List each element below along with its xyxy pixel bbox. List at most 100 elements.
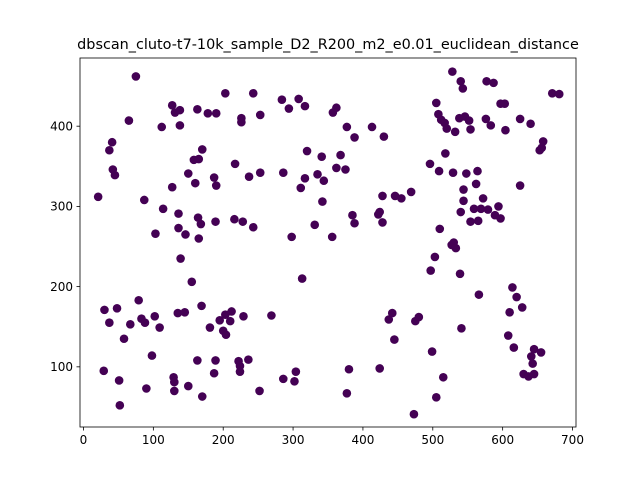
data-point bbox=[438, 372, 448, 382]
data-point bbox=[115, 401, 125, 410]
data-point bbox=[284, 104, 294, 113]
data-point bbox=[441, 149, 450, 158]
data-point bbox=[375, 207, 384, 217]
data-point bbox=[529, 369, 539, 379]
data-point bbox=[211, 217, 220, 226]
data-point bbox=[131, 72, 141, 81]
data-point bbox=[390, 335, 399, 344]
data-point bbox=[464, 116, 474, 125]
data-point bbox=[93, 192, 103, 202]
data-point bbox=[194, 154, 204, 164]
data-point bbox=[450, 127, 460, 137]
data-point bbox=[139, 195, 149, 205]
data-point bbox=[515, 181, 525, 190]
data-point bbox=[512, 292, 521, 302]
data-point bbox=[310, 220, 320, 230]
data-point bbox=[456, 76, 466, 86]
data-point bbox=[501, 125, 510, 135]
x-axis-ticks: 0 100 200 300 400 500 600 700 bbox=[80, 427, 584, 447]
data-point bbox=[348, 210, 357, 220]
data-point bbox=[147, 351, 157, 360]
data-point bbox=[248, 222, 258, 232]
data-point bbox=[300, 101, 310, 111]
data-point bbox=[313, 170, 322, 179]
data-point bbox=[350, 133, 359, 142]
data-point bbox=[431, 393, 441, 402]
data-point bbox=[287, 232, 296, 242]
data-point bbox=[406, 187, 416, 197]
data-point bbox=[430, 252, 440, 262]
data-point bbox=[526, 352, 536, 361]
x-tick-label: 300 bbox=[282, 433, 305, 447]
data-point bbox=[193, 105, 202, 114]
data-point bbox=[107, 137, 117, 147]
data-point bbox=[469, 204, 479, 214]
data-point bbox=[114, 376, 124, 385]
data-point bbox=[180, 307, 190, 317]
data-point bbox=[235, 367, 245, 376]
data-point bbox=[342, 122, 352, 132]
data-point bbox=[536, 348, 546, 357]
data-point bbox=[255, 168, 265, 178]
data-point bbox=[105, 318, 114, 328]
data-point bbox=[425, 159, 435, 169]
data-point bbox=[378, 218, 387, 227]
data-point bbox=[290, 376, 299, 386]
data-point bbox=[455, 269, 465, 279]
data-point bbox=[196, 219, 206, 229]
data-point bbox=[414, 312, 424, 322]
data-point bbox=[451, 243, 461, 253]
data-point bbox=[494, 202, 503, 211]
data-point bbox=[318, 197, 327, 206]
data-point bbox=[302, 146, 312, 156]
data-point bbox=[458, 84, 468, 93]
data-point bbox=[157, 122, 167, 132]
data-point bbox=[435, 224, 445, 234]
data-point bbox=[225, 316, 235, 326]
data-point bbox=[319, 176, 329, 186]
data-point bbox=[300, 174, 310, 183]
data-point bbox=[384, 315, 394, 324]
data-point bbox=[375, 364, 384, 373]
data-point bbox=[277, 95, 287, 105]
data-point bbox=[456, 207, 466, 217]
data-point bbox=[124, 116, 134, 125]
x-tick-label: 700 bbox=[561, 433, 584, 447]
data-point bbox=[181, 230, 190, 239]
data-point bbox=[140, 318, 150, 328]
data-point bbox=[483, 205, 493, 214]
data-point bbox=[175, 105, 185, 115]
data-point bbox=[209, 173, 219, 182]
data-point bbox=[434, 166, 444, 176]
data-point bbox=[119, 334, 129, 344]
data-point bbox=[227, 307, 236, 316]
data-point bbox=[350, 218, 359, 228]
data-point bbox=[482, 76, 491, 86]
data-point bbox=[489, 78, 498, 88]
data-point bbox=[387, 308, 397, 318]
data-point bbox=[517, 303, 527, 312]
data-point bbox=[170, 386, 179, 396]
data-point bbox=[158, 204, 168, 214]
data-point bbox=[167, 101, 177, 110]
data-point bbox=[187, 277, 197, 287]
data-point bbox=[466, 125, 475, 134]
data-point bbox=[142, 384, 151, 393]
data-point bbox=[379, 132, 389, 141]
data-point bbox=[342, 389, 352, 398]
data-point bbox=[317, 152, 327, 161]
data-point bbox=[294, 94, 303, 104]
data-point bbox=[476, 204, 486, 214]
data-point bbox=[193, 213, 203, 222]
data-point bbox=[211, 109, 221, 118]
data-point bbox=[529, 344, 539, 354]
data-point bbox=[209, 368, 219, 378]
data-point bbox=[459, 185, 468, 194]
data-point bbox=[431, 98, 441, 108]
data-point bbox=[221, 330, 231, 340]
data-point bbox=[471, 179, 481, 189]
points-layer bbox=[93, 67, 564, 419]
data-point bbox=[244, 172, 254, 182]
data-point bbox=[327, 232, 337, 242]
